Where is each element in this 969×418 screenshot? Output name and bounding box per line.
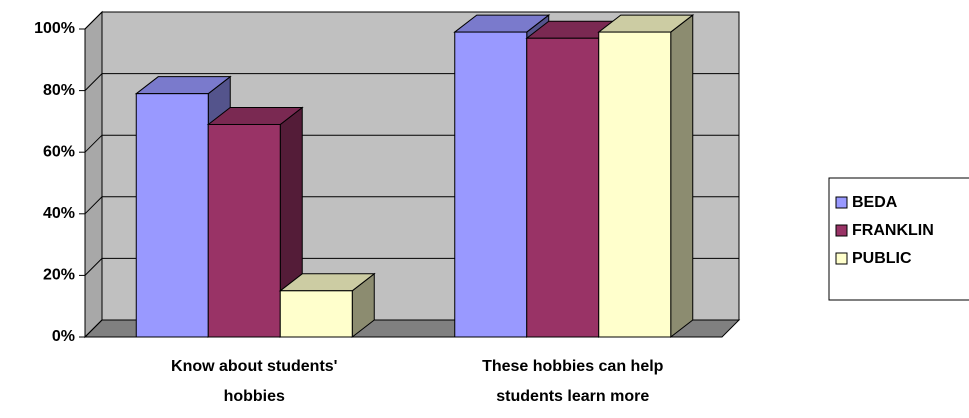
side-wall	[84, 10, 103, 339]
grid-line	[84, 11, 739, 30]
legend-swatch	[835, 224, 848, 237]
bar	[598, 31, 672, 338]
bar	[207, 123, 281, 338]
y-tick-label: 20%	[43, 267, 75, 284]
legend-swatch	[835, 252, 848, 265]
bar	[454, 31, 528, 338]
x-tick-label: These hobbies can help students learn mo…	[482, 358, 664, 405]
legend-label: PUBLIC	[852, 250, 912, 267]
y-tick-label: 100%	[34, 20, 75, 37]
legend: BEDA FRANKLIN PUBLIC	[828, 177, 969, 301]
bar	[279, 290, 353, 338]
y-tick-label: 0%	[52, 328, 75, 345]
bar	[135, 93, 209, 338]
y-tick-label: 40%	[43, 205, 75, 222]
bar	[526, 37, 600, 338]
legend-label: FRANKLIN	[852, 222, 934, 239]
legend-swatch	[835, 196, 848, 209]
legend-label: BEDA	[852, 194, 898, 211]
y-tick-label: 60%	[43, 143, 75, 160]
y-tick-label: 80%	[43, 82, 75, 99]
bar-side	[670, 14, 694, 339]
legend-box	[828, 177, 969, 301]
x-tick-label: Know about students' hobbies	[171, 358, 338, 405]
